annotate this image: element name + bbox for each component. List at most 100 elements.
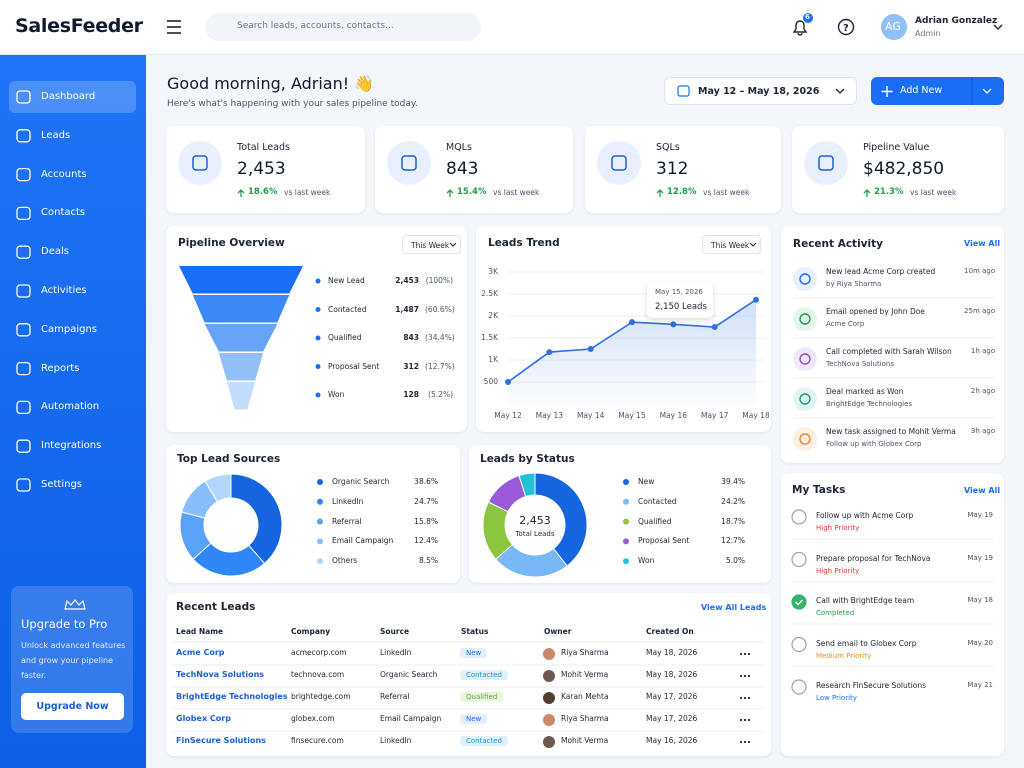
nav-icon xyxy=(16,478,31,492)
nav-item[interactable]: Campaigns xyxy=(41,323,98,335)
row-menu xyxy=(743,740,747,744)
legend-label: Organic Search xyxy=(332,477,390,486)
activity-sub: BrightEdge Technologies xyxy=(826,400,913,408)
tasks-card: My Tasks View All Follow up with Acme Corp… xyxy=(781,473,1004,756)
stage-value: 312 xyxy=(403,361,419,371)
graphic xyxy=(16,90,86,610)
lead-name[interactable]: BrightEdge Technologies xyxy=(176,692,288,701)
legend-label: Proposal Sent xyxy=(328,361,380,371)
created-on: May 18, 2026 xyxy=(646,648,698,657)
legend-value: 12.7% xyxy=(721,536,745,546)
task-date: May 18 xyxy=(967,596,993,604)
nav-item[interactable]: Reports xyxy=(41,362,80,374)
y-tick-label: 2K xyxy=(488,311,498,320)
graphic xyxy=(505,242,764,404)
kpi-change: 15.4% xyxy=(457,187,487,197)
activity-glyph xyxy=(799,393,811,405)
view-all-link[interactable]: View All xyxy=(964,486,1001,495)
task-priority: Medium Priority xyxy=(816,651,872,660)
nav-item[interactable]: Dashboard xyxy=(41,91,96,102)
view-all-link[interactable]: View All Leads xyxy=(701,603,767,612)
card-title: My Tasks xyxy=(792,484,846,496)
legend-value: 8.5% xyxy=(418,556,438,566)
trend-point xyxy=(505,379,511,385)
company: acmecorp.com xyxy=(291,648,347,657)
row-menu xyxy=(739,718,743,722)
nav-item[interactable]: Integrations xyxy=(41,440,102,452)
task-title[interactable]: Call with BrightEdge team xyxy=(816,596,915,605)
bell-icon xyxy=(792,20,808,36)
nav-item[interactable]: Deals xyxy=(41,246,69,258)
owner-avatar xyxy=(543,736,555,748)
legend-label: Contacted xyxy=(638,496,677,506)
task-title[interactable]: Send email to Globex Corp xyxy=(816,638,917,648)
nav-item[interactable]: Contacts xyxy=(41,207,86,219)
created-on: May 17, 2026 xyxy=(646,692,698,701)
legend-dot xyxy=(317,558,323,565)
search-box[interactable] xyxy=(205,13,481,41)
graphic: ? xyxy=(167,13,1003,40)
legend-label: Qualified xyxy=(638,516,672,526)
nav-icon xyxy=(16,129,31,143)
funnel-stage xyxy=(192,295,290,323)
trend-card: Leads Trend This Week 500 1K 1.5K 2K 2.5K 3K May… xyxy=(476,226,771,432)
stage-percent: (5.2%) xyxy=(428,390,453,399)
calendar-icon xyxy=(677,85,690,97)
date-picker[interactable]: May 12 – May 18, 2026 xyxy=(664,77,857,105)
kpi-label: SQLs xyxy=(656,142,680,153)
upgrade-text: Unlock advanced features and grow your p… xyxy=(21,641,126,680)
view-all-link[interactable]: View All xyxy=(964,239,1001,248)
chevron xyxy=(835,88,845,94)
nav-icon xyxy=(16,245,31,259)
lead-name[interactable]: TechNova Solutions xyxy=(176,670,265,679)
kpi-note: vs last week xyxy=(284,188,331,197)
filter-select[interactable]: This Week xyxy=(702,235,761,254)
task-priority: High Priority xyxy=(816,566,860,575)
funnel-stage xyxy=(226,382,256,410)
task-checkbox xyxy=(791,594,807,610)
donut-segment xyxy=(204,473,232,503)
graphic xyxy=(179,473,323,577)
kpi-note: vs last week xyxy=(703,188,750,197)
activity-glyph xyxy=(799,353,811,365)
status-pill: Contacted xyxy=(460,670,508,680)
nav-item[interactable]: Settings xyxy=(41,479,83,490)
task-title[interactable]: Prepare proposal for TechNova xyxy=(816,553,931,563)
lead-name[interactable]: Acme Corp xyxy=(176,648,225,657)
task-title[interactable]: Follow up with Acme Corp xyxy=(816,511,914,520)
greeting-title: Good morning, Adrian! 👋 xyxy=(167,74,375,93)
nav-item[interactable]: Accounts xyxy=(41,168,87,180)
notification-count: 6 xyxy=(805,13,810,21)
kpi-glyph xyxy=(192,155,208,171)
row-menu xyxy=(743,696,747,700)
nav-item[interactable]: Leads xyxy=(41,129,71,141)
activity-time: 3h ago xyxy=(970,427,995,435)
lead-name[interactable]: Globex Corp xyxy=(176,714,231,723)
y-tick-label: 500 xyxy=(483,377,498,386)
graphic xyxy=(178,141,245,197)
nav-item[interactable]: Activities xyxy=(41,285,87,296)
graphic xyxy=(482,472,629,578)
legend-label: New xyxy=(638,477,655,486)
legend-dot xyxy=(317,518,323,525)
legend-value: 5.0% xyxy=(725,556,745,566)
filter-select[interactable]: This Week xyxy=(402,235,461,254)
funnel-stage xyxy=(218,353,264,381)
task-title[interactable]: Research FinSecure Solutions xyxy=(816,681,927,690)
legend-value: 18.7% xyxy=(721,516,745,526)
legend-dot xyxy=(315,278,321,284)
x-tick-label: May 15 xyxy=(618,411,646,420)
nav-icon xyxy=(16,167,31,182)
owner: Mohit Verma xyxy=(561,736,609,745)
add-new-button[interactable]: Add New xyxy=(871,77,1004,105)
row-menu xyxy=(739,652,743,656)
upgrade-title: Upgrade to Pro xyxy=(21,617,108,631)
upgrade-button[interactable]: Upgrade Now xyxy=(21,693,124,720)
donut-segment xyxy=(230,473,283,565)
legend-value: 12.4% xyxy=(414,536,438,546)
legend-value: 15.8% xyxy=(414,516,438,526)
nav-item[interactable]: Automation xyxy=(41,401,100,413)
legend-value: 38.6% xyxy=(414,477,438,486)
lead-name[interactable]: FinSecure Solutions xyxy=(176,736,266,745)
